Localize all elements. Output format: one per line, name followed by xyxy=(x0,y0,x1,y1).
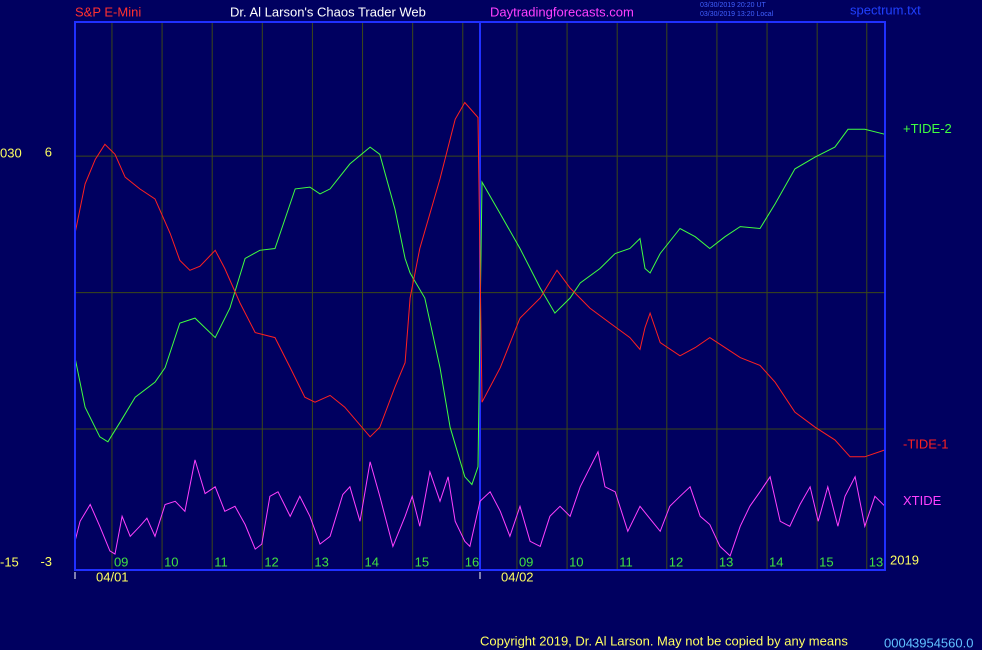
website: Daytradingforecasts.com xyxy=(490,4,634,19)
x-tick-label: 12 xyxy=(264,554,278,569)
legend-label: -TIDE-1 xyxy=(903,436,949,451)
series-line xyxy=(74,101,886,458)
footer-code: 0004 xyxy=(884,635,913,650)
legend-label: +TIDE-2 xyxy=(903,121,952,136)
x-tick-label: 11 xyxy=(619,554,633,569)
date-label: 04/02 xyxy=(501,569,534,584)
y-tick-label: 6 xyxy=(45,145,52,160)
y2-tick-label: 030 xyxy=(0,145,22,160)
x-tick-label: 16 xyxy=(465,554,479,569)
x-tick-label: 15 xyxy=(819,554,833,569)
series-line xyxy=(74,450,886,557)
file-name: spectrum.txt xyxy=(850,2,921,17)
x-tick-label: 14 xyxy=(769,554,783,569)
footer-value: 3954560.0 xyxy=(912,635,973,650)
chart-title: Dr. Al Larson's Chaos Trader Web xyxy=(230,4,426,19)
symbol: S&P E-Mini xyxy=(75,4,141,19)
x-tick-label: 13 xyxy=(719,554,733,569)
x-tick-label: 09 xyxy=(519,554,533,569)
x-tick-label: 10 xyxy=(164,554,178,569)
x-tick-label: 11 xyxy=(214,554,228,569)
x-tick-label: 15 xyxy=(415,554,429,569)
legend-label: XTIDE xyxy=(903,493,942,508)
date-label: 04/01 xyxy=(96,569,129,584)
copyright: Copyright 2019, Dr. Al Larson. May not b… xyxy=(480,633,848,648)
plot-frame xyxy=(74,21,886,571)
timestamp: 03/30/2019 20:20 UT xyxy=(700,2,766,9)
x-tick-label: 14 xyxy=(365,554,379,569)
x-tick-label: 09 xyxy=(114,554,128,569)
year: 2019 xyxy=(890,552,919,567)
y2-tick-label: -15 xyxy=(0,554,19,569)
x-tick-label: 13 xyxy=(869,554,883,569)
y-tick-label: -3 xyxy=(40,554,52,569)
x-tick-label: 13 xyxy=(314,554,328,569)
series-line xyxy=(74,128,886,486)
x-tick-label: 12 xyxy=(669,554,683,569)
timestamp: 03/30/2019 13:20 Local xyxy=(700,11,774,18)
x-tick-label: 10 xyxy=(569,554,583,569)
